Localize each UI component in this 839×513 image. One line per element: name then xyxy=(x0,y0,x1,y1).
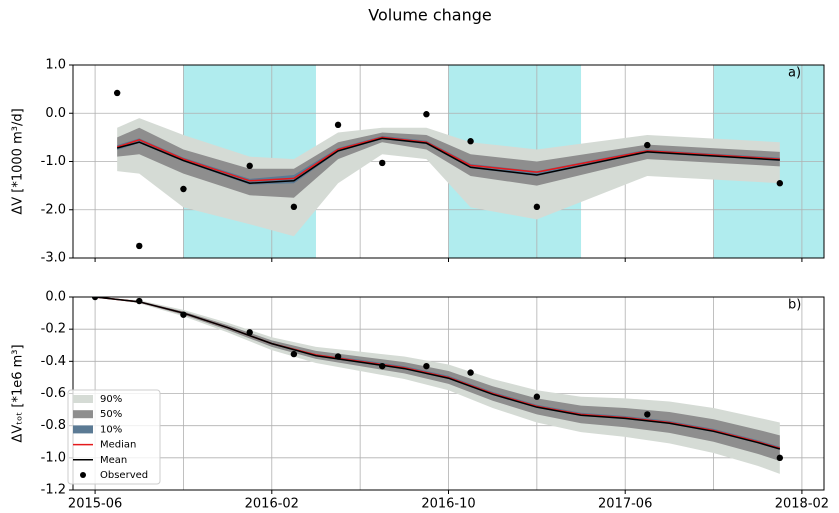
observed-point xyxy=(423,111,430,118)
y-tick-label: -1.0 xyxy=(41,154,66,169)
line xyxy=(116,136,780,182)
observed-point xyxy=(644,141,651,149)
observed-point xyxy=(379,159,386,167)
y-tick-label: -0.6 xyxy=(41,386,66,401)
legend-swatch xyxy=(73,410,93,419)
observed-point xyxy=(246,329,253,336)
band xyxy=(95,297,780,474)
legend-label: 90% xyxy=(100,394,122,405)
band xyxy=(117,118,780,237)
y-tick-label: 1.0 xyxy=(45,58,66,73)
observed-point xyxy=(776,180,784,187)
line xyxy=(95,297,781,450)
legend-label: 10% xyxy=(100,424,122,435)
x-tick-label: 2016-10 xyxy=(421,497,475,512)
observed-point xyxy=(467,369,474,376)
legend-label: Mean xyxy=(100,455,127,466)
legend-label: Observed xyxy=(100,470,148,481)
legend-label: 50% xyxy=(100,409,122,420)
x-tick-label: 2016-02 xyxy=(245,497,299,512)
band xyxy=(95,297,780,462)
legend-swatch xyxy=(73,395,93,403)
legend-swatch xyxy=(80,472,86,478)
legend-swatch xyxy=(73,425,93,434)
panel-label: b) xyxy=(788,298,801,313)
y-tick-label: -2.0 xyxy=(41,202,66,217)
x-tick-label: 2015-06 xyxy=(68,497,122,512)
observed-point xyxy=(290,203,298,211)
y-tick-label: -3.0 xyxy=(41,251,66,266)
legend: 90% 50% 10% Median Mean Observed xyxy=(67,389,161,485)
observed-point xyxy=(533,203,541,211)
observed-point xyxy=(290,350,298,358)
y-tick-label: 0.0 xyxy=(45,106,66,121)
observed-point xyxy=(180,185,187,193)
y-tick-label: -0.2 xyxy=(41,322,66,337)
observed-point xyxy=(533,393,541,400)
plot-area xyxy=(73,297,824,490)
observed-point xyxy=(91,297,99,301)
observed-point xyxy=(180,311,187,318)
figure-title: Volume change xyxy=(368,6,491,25)
legend-label: Median xyxy=(100,440,136,451)
y-tick-label: -0.4 xyxy=(41,354,66,369)
observed-point xyxy=(334,121,342,129)
plot-area xyxy=(73,65,824,258)
y-tick-label: -1.0 xyxy=(41,450,66,465)
y-tick-label: 0.0 xyxy=(45,290,66,305)
observed-point xyxy=(113,89,121,97)
y-tick-label: -0.8 xyxy=(41,418,66,433)
observed-point xyxy=(136,297,143,305)
observed-point xyxy=(467,138,474,145)
observed-point xyxy=(776,454,784,462)
observed-point xyxy=(246,162,253,170)
observed-point xyxy=(334,353,342,360)
observed-point xyxy=(423,362,430,370)
line xyxy=(116,137,780,184)
panel-label: a) xyxy=(788,66,801,81)
observed-point xyxy=(379,362,386,370)
x-tick-label: 2017-06 xyxy=(598,497,652,512)
observed-point xyxy=(136,242,143,250)
y-axis-label: ΔVₜₒₜ [*1e6 m³] xyxy=(11,344,26,442)
y-tick-label: -1.2 xyxy=(41,483,66,498)
y-axis-label: ΔV [*1000 m³/d] xyxy=(11,108,26,214)
x-tick-label: 2018-02 xyxy=(775,497,829,512)
observed-point xyxy=(644,411,651,418)
